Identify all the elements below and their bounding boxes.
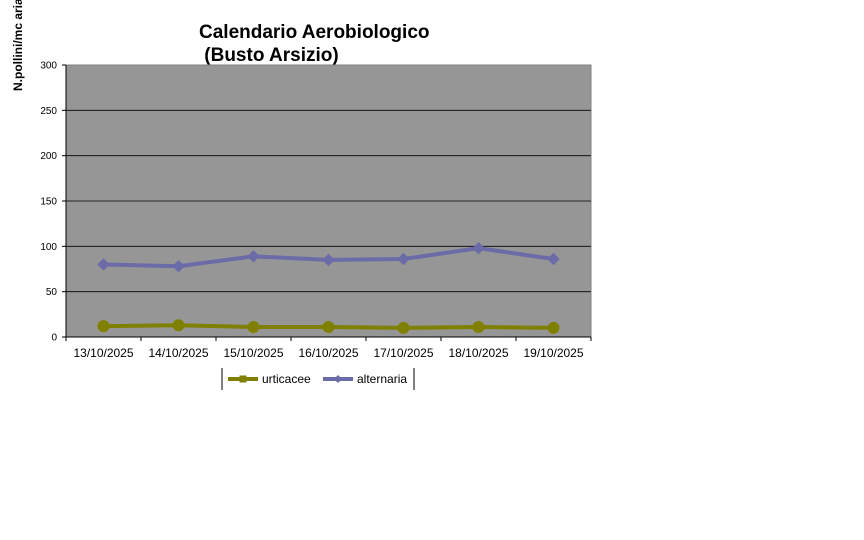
x-tick-label-5: 18/10/2025 [448,346,508,360]
series-urticacee [97,319,560,334]
x-tick-label-0: 13/10/2025 [73,346,133,360]
point-urticacee-4 [397,321,410,334]
point-urticacee-6 [547,321,560,334]
x-tick-label-3: 16/10/2025 [298,346,358,360]
y-axis-label: N.pollini/mc aria [11,0,25,91]
chart-title-line2: (Busto Arsizio) [199,45,339,66]
point-alternaria-1 [172,260,185,273]
y-tick-labels: 0 50 100 150 200 250 300 [40,61,57,344]
y-tick-label-3: 150 [40,197,57,208]
x-tick-label-2: 15/10/2025 [223,346,283,360]
y-tick-label-5: 250 [40,106,57,117]
legend-marker-alternaria [334,375,342,383]
point-urticacee-1 [172,319,185,332]
x-tick-label-1: 14/10/2025 [148,346,208,360]
point-urticacee-2 [247,321,260,334]
axes [62,64,592,341]
chart-title-line1: Calendario Aerobiologico [199,22,430,43]
point-alternaria-2 [247,250,260,263]
x-tick-label-6: 19/10/2025 [523,346,583,360]
y-tick-label-4: 200 [40,151,57,162]
y-tick-label-2: 100 [40,242,57,253]
point-alternaria-5 [472,241,485,255]
x-tick-labels: 13/10/2025 14/10/2025 15/10/2025 16/10/2025… [73,346,583,360]
point-urticacee-0 [97,320,110,333]
legend: urticacee alternaria [221,368,415,390]
point-urticacee-5 [472,321,485,334]
y-tick-label-1: 50 [46,287,58,298]
legend-label-urticacee: urticacee [262,372,311,386]
gridlines [66,109,591,293]
series-group [97,241,560,334]
x-tick-label-4: 17/10/2025 [373,346,433,360]
point-alternaria-0 [97,258,110,271]
point-alternaria-3 [322,253,335,267]
point-alternaria-4 [397,252,410,266]
legend-marker-urticacee [239,375,247,383]
point-alternaria-6 [547,252,560,266]
y-tick-label-0: 0 [51,333,57,344]
y-tick-label-6: 300 [40,61,57,72]
series-alternaria [97,241,560,273]
legend-label-alternaria: alternaria [357,372,407,386]
point-urticacee-3 [322,321,335,334]
